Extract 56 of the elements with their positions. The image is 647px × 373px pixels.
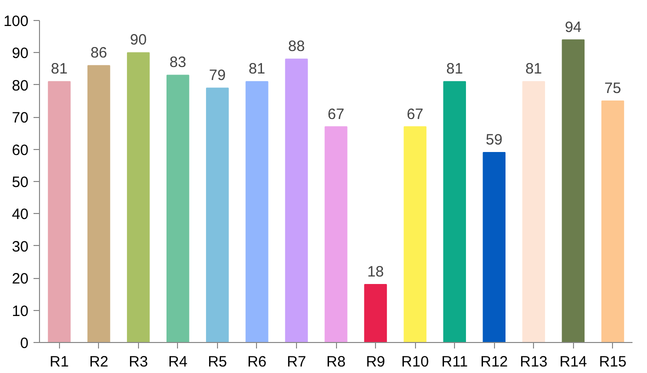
y-tick-label: 60 [12, 142, 29, 159]
bar [443, 81, 466, 342]
data-label: 67 [328, 106, 344, 123]
bar [166, 74, 190, 342]
data-label: 81 [446, 60, 463, 78]
x-tick-label: R13 [520, 354, 548, 370]
x-tick-label: R14 [559, 354, 587, 370]
bar [87, 65, 110, 342]
data-label: 18 [367, 264, 384, 281]
y-tick-label: 10 [12, 302, 29, 320]
data-label: 75 [604, 80, 622, 97]
y-tick-label: 100 [3, 13, 29, 30]
data-label: 88 [288, 38, 305, 56]
x-tick-label: R12 [480, 354, 508, 370]
bar [126, 52, 150, 342]
bar [601, 100, 624, 342]
x-tick-label: R2 [89, 354, 108, 370]
data-label: 81 [525, 60, 542, 78]
data-label: 86 [90, 44, 108, 62]
x-tick-label: R9 [366, 354, 386, 370]
data-label: 67 [406, 106, 424, 123]
x-tick-label: R8 [326, 354, 346, 370]
bar [562, 39, 585, 342]
data-label: 81 [50, 60, 68, 78]
x-tick-label: R6 [247, 354, 267, 370]
data-label: 90 [130, 32, 147, 49]
y-tick-label: 80 [12, 77, 29, 94]
x-tick-label: R10 [401, 354, 429, 370]
x-tick-label: R7 [286, 354, 306, 370]
y-tick-label: 30 [12, 238, 29, 256]
bar [324, 126, 348, 342]
x-tick-label: R4 [168, 354, 188, 370]
bar [206, 88, 229, 342]
bar [404, 126, 426, 342]
bar [246, 81, 268, 342]
y-tick-label: 70 [12, 110, 29, 127]
bar [482, 152, 506, 342]
y-tick-label: 40 [12, 206, 29, 224]
x-tick-label: R11 [441, 354, 468, 370]
y-tick-label: 20 [12, 270, 29, 288]
data-label: 81 [248, 60, 266, 78]
data-label: 59 [486, 132, 502, 149]
y-tick-label: 90 [12, 45, 29, 62]
data-label: 79 [209, 67, 226, 84]
y-tick-label: 0 [20, 335, 28, 352]
x-tick-label: R5 [208, 354, 227, 370]
data-label: 83 [170, 54, 186, 72]
x-tick-label: R15 [598, 354, 627, 370]
bar [522, 81, 546, 342]
data-label: 94 [564, 18, 582, 36]
bar [285, 58, 308, 342]
x-tick-label: R1 [50, 354, 69, 370]
bar [48, 81, 71, 342]
x-tick-label: R3 [128, 354, 148, 370]
y-tick-label: 50 [12, 174, 29, 191]
bar [364, 284, 387, 342]
